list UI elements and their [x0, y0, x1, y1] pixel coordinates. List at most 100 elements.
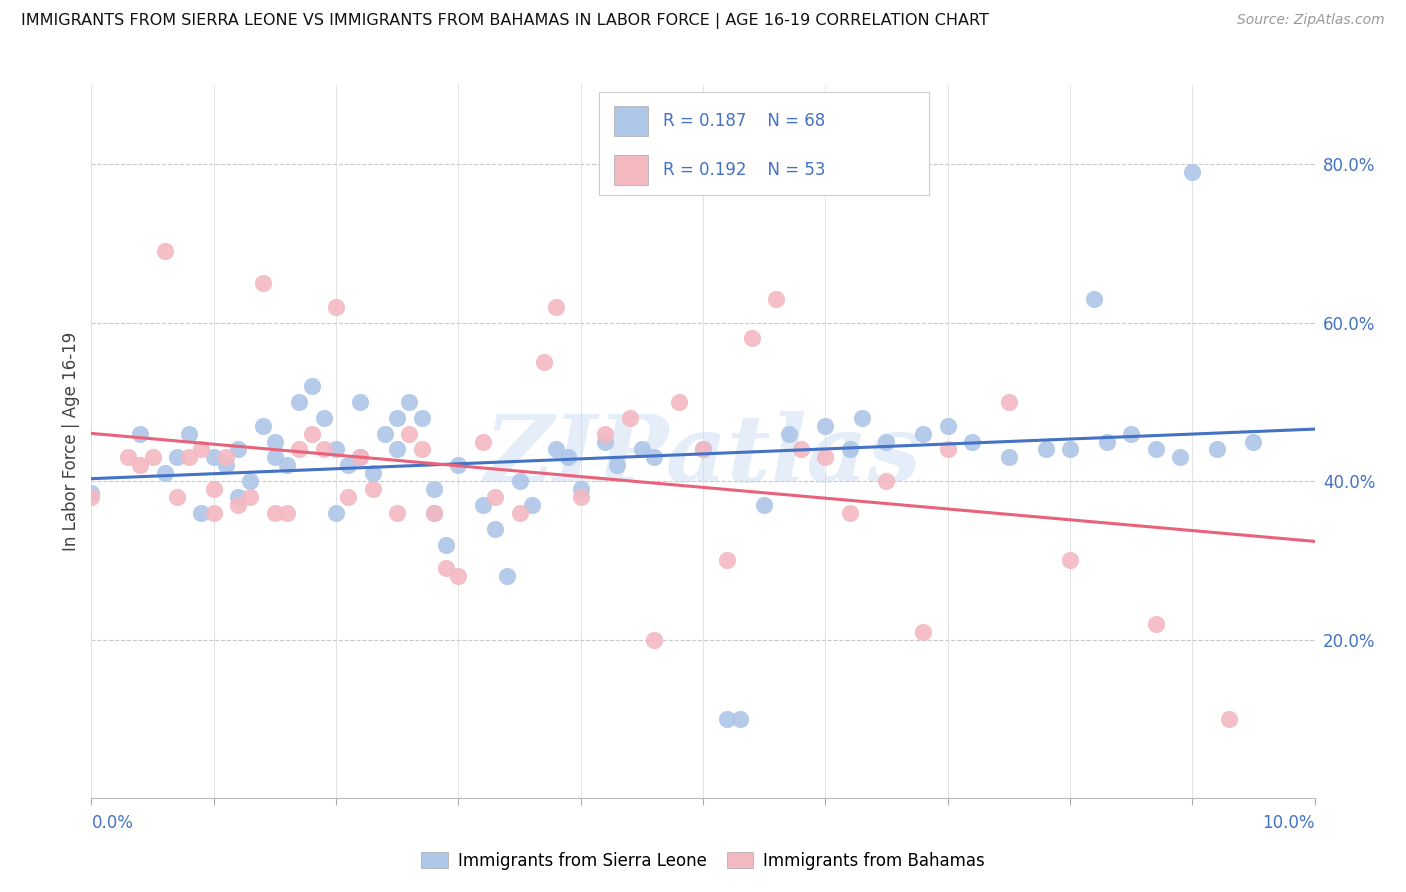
Point [288, 395, 311, 409]
FancyBboxPatch shape [613, 155, 648, 185]
Point [117, 450, 139, 465]
Legend: Immigrants from Sierra Leone, Immigrants from Bahamas: Immigrants from Sierra Leone, Immigrants… [415, 846, 991, 877]
Point [226, 490, 249, 504]
Point [226, 498, 249, 512]
Point [692, 442, 714, 457]
Point [434, 538, 457, 552]
Point [239, 490, 262, 504]
Point [606, 458, 628, 473]
Point [312, 442, 335, 457]
Point [631, 442, 654, 457]
Point [202, 506, 225, 520]
Point [1035, 442, 1057, 457]
Point [1168, 450, 1191, 465]
Point [349, 450, 371, 465]
Point [398, 395, 420, 409]
Point [166, 490, 188, 504]
Point [533, 355, 555, 369]
Point [484, 522, 506, 536]
Point [471, 498, 494, 512]
Point [398, 426, 420, 441]
Point [312, 410, 335, 425]
Point [1095, 434, 1118, 449]
Point [129, 458, 152, 473]
Point [141, 450, 163, 465]
Point [484, 490, 506, 504]
Point [692, 442, 714, 457]
Point [814, 450, 837, 465]
Point [276, 458, 298, 473]
Point [557, 450, 579, 465]
Point [80, 486, 103, 500]
Point [960, 434, 983, 449]
Point [374, 426, 396, 441]
Point [361, 467, 384, 481]
Point [619, 410, 641, 425]
Point [325, 442, 347, 457]
Point [129, 426, 152, 441]
Point [754, 498, 776, 512]
Point [471, 434, 494, 449]
Point [520, 498, 543, 512]
Point [643, 450, 665, 465]
Point [202, 450, 225, 465]
Point [546, 442, 568, 457]
Point [716, 553, 738, 567]
Point [301, 379, 323, 393]
Point [593, 426, 616, 441]
Point [423, 482, 446, 496]
Point [1243, 434, 1265, 449]
Point [496, 569, 519, 583]
Point [179, 426, 201, 441]
Point [226, 442, 249, 457]
Point [716, 712, 738, 726]
Point [325, 300, 347, 314]
Point [668, 395, 690, 409]
Point [728, 712, 751, 726]
Point [875, 474, 898, 488]
Point [1059, 553, 1081, 567]
Point [252, 276, 274, 290]
Point [325, 506, 347, 520]
Point [741, 331, 763, 345]
Point [509, 506, 531, 520]
Point [569, 482, 592, 496]
Point [643, 632, 665, 647]
Point [1205, 442, 1227, 457]
Point [998, 395, 1021, 409]
Point [509, 474, 531, 488]
Point [349, 395, 371, 409]
Point [447, 569, 470, 583]
Point [569, 490, 592, 504]
Point [166, 450, 188, 465]
Text: 10.0%: 10.0% [1263, 814, 1315, 831]
Point [936, 442, 959, 457]
Point [276, 506, 298, 520]
Point [778, 426, 800, 441]
Point [202, 482, 225, 496]
Point [190, 506, 212, 520]
Point [264, 506, 287, 520]
Point [337, 458, 360, 473]
Point [252, 418, 274, 433]
Point [875, 434, 898, 449]
Point [239, 474, 262, 488]
Point [288, 442, 311, 457]
Text: R = 0.192    N = 53: R = 0.192 N = 53 [662, 161, 825, 179]
Point [179, 450, 201, 465]
Point [434, 561, 457, 575]
Text: ZIPatlas: ZIPatlas [485, 411, 921, 500]
Text: 0.0%: 0.0% [91, 814, 134, 831]
Point [1144, 616, 1167, 631]
FancyBboxPatch shape [599, 92, 929, 195]
Point [838, 506, 860, 520]
Point [153, 467, 176, 481]
Point [385, 506, 409, 520]
Point [301, 426, 323, 441]
Point [790, 442, 813, 457]
Point [765, 292, 787, 306]
Point [411, 442, 433, 457]
Point [447, 458, 470, 473]
Point [546, 300, 568, 314]
Point [912, 426, 935, 441]
